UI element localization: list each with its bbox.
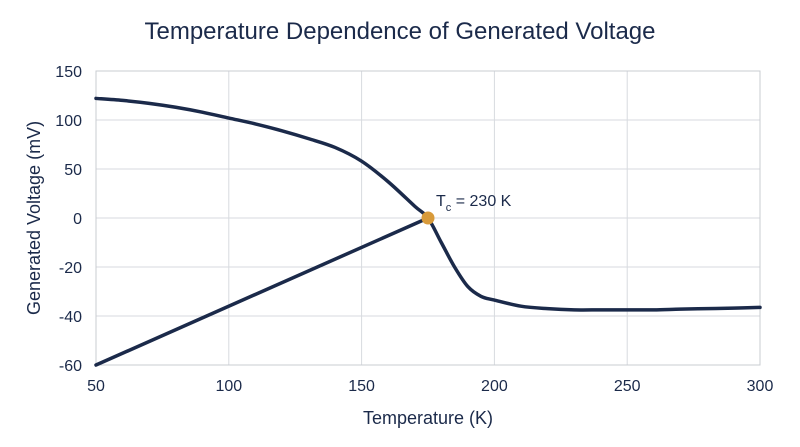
x-tick-label: 300 bbox=[747, 378, 774, 395]
y-tick-label: -60 bbox=[59, 358, 82, 375]
x-tick-label: 200 bbox=[481, 378, 508, 395]
tc-marker-point bbox=[421, 211, 435, 225]
series-line-1 bbox=[94, 96, 762, 312]
x-axis-label: Temperature (K) bbox=[363, 408, 493, 428]
tc-annotation-label: Tc = 230 K bbox=[436, 193, 512, 214]
series-layer bbox=[94, 96, 762, 367]
y-tick-label: 0 bbox=[73, 211, 82, 228]
plot-frame bbox=[95, 70, 761, 366]
y-axis-label: Generated Voltage (mV) bbox=[24, 121, 44, 315]
x-tick-label: 50 bbox=[87, 378, 105, 395]
y-tick-labels: 150 100 50 0 -20 -40 -60 bbox=[55, 64, 82, 375]
chart-title: Temperature Dependence of Generated Volt… bbox=[144, 18, 656, 45]
x-tick-labels: 50 100 150 200 250 300 bbox=[87, 378, 773, 395]
x-tick-label: 150 bbox=[348, 378, 375, 395]
y-tick-label: 50 bbox=[64, 162, 82, 179]
x-tick-label: 250 bbox=[614, 378, 641, 395]
annotation-layer: Tc = 230 K bbox=[421, 193, 512, 225]
y-tick-label: -40 bbox=[59, 309, 82, 326]
series-line-2 bbox=[94, 216, 430, 367]
y-tick-label: 150 bbox=[55, 64, 82, 81]
x-tick-label: 100 bbox=[215, 378, 242, 395]
y-tick-label: 100 bbox=[55, 113, 82, 130]
y-tick-label: -20 bbox=[59, 260, 82, 277]
